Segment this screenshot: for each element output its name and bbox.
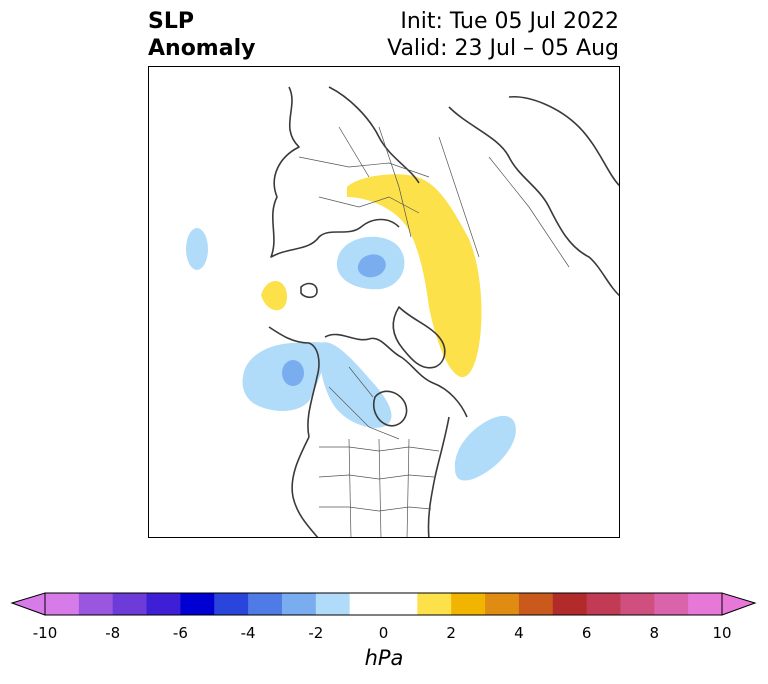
title-variable: SLP [148,9,194,34]
colorbar-bin [281,593,317,615]
coastlines [268,86,619,537]
anomaly-negative-pacific-west [186,228,208,270]
colorbar-tick-label: -6 [172,624,188,642]
coast-north-america-east [427,416,450,537]
colorbar-bin [78,593,114,615]
colorbar-under-triangle [10,592,46,616]
colorbar-over-triangle [721,592,757,616]
anomaly-negative-arctic-core [357,254,386,278]
coast-north-america-arctic [324,333,468,418]
colorbar-unit: hPa [364,646,404,670]
anomaly-negative-canada [319,342,392,428]
colorbar-tick-label: -10 [32,624,58,642]
map-title: SLP Anomaly [148,8,255,62]
map-panel [148,66,620,538]
coast-asia-north [448,106,619,297]
colorbar-bin [180,593,215,615]
colorbar-bin [146,593,181,615]
colorbar-tick-label: -4 [240,624,256,642]
colorbar-tick-label: 10 [712,624,732,642]
colorbar-bin [688,593,723,615]
colorbar-bins [45,593,723,615]
coast-greenland [392,306,446,369]
colorbar-tick-label: 8 [649,624,660,642]
colorbar-bin [518,593,554,615]
coast-asia-east [508,96,619,187]
valid-range: Valid: 23 Jul – 05 Aug [387,36,619,61]
colorbar-tick-label: 4 [514,624,524,642]
map-dates: Init: Tue 05 Jul 2022 Valid: 23 Jul – 05… [387,8,619,62]
anomaly-positive-eurasia [347,174,482,378]
anomaly-negative-atlantic [454,415,516,481]
colorbar-bin [112,593,148,615]
coast-north-america-west [291,436,319,537]
colorbar-bin [451,593,486,615]
colorbar-bin [349,593,384,615]
colorbar-bin [552,593,588,615]
coast-hudson [372,390,408,427]
political-borders [298,126,570,537]
colorbar-bin [485,593,520,615]
colorbar [10,592,757,616]
init-date: Init: Tue 05 Jul 2022 [400,9,619,34]
colorbar-bin [417,593,452,615]
colorbar-bin [315,593,351,615]
colorbar-tick-label: 2 [446,624,456,642]
colorbar-bin [214,593,249,615]
colorbar-bin [654,593,689,615]
coast-iceland [300,282,318,299]
colorbar-tick-label: -2 [308,624,324,642]
colorbar-bin [383,593,418,615]
anomaly-negative-north-pacific-core [282,360,304,386]
colorbar-tick-label: -8 [105,624,121,642]
title-type: Anomaly [148,36,256,61]
colorbar-outline [44,592,723,616]
colorbar-bin [620,593,655,615]
coast-alaska [268,326,320,438]
colorbar-tick-label: 0 [378,624,389,642]
anomaly-positive-alaska [261,280,287,311]
colorbar-bin [45,593,80,615]
colorbar-tick-label: 6 [581,624,592,642]
coast-europe [270,86,400,258]
anomaly-fields [186,174,516,481]
colorbar-bin [586,593,621,615]
polar-map [186,86,619,537]
colorbar-bin [248,593,283,615]
